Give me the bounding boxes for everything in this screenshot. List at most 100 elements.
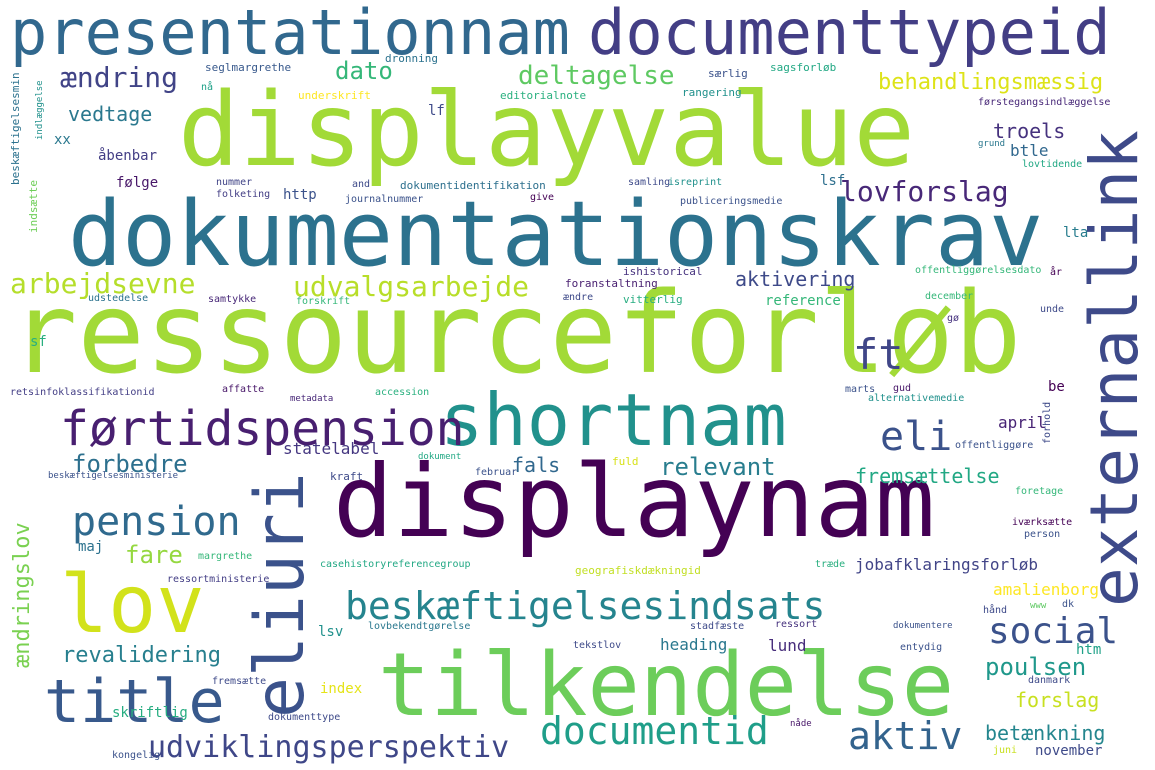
word-98: unde xyxy=(1040,304,1065,315)
word-119: geografiskdækningid xyxy=(575,564,701,577)
word-99: december xyxy=(925,291,974,302)
word-129: entydig xyxy=(900,642,943,653)
word-68: indlæggelse xyxy=(35,80,45,140)
word-63: sf xyxy=(30,334,47,350)
word-13: beskæftigelsesindsats xyxy=(345,584,826,628)
word-64: grund xyxy=(978,139,1006,149)
word-46: amalienborg xyxy=(993,580,1099,599)
word-34: fare xyxy=(125,541,183,569)
word-24: deltagelse xyxy=(518,61,675,91)
word-29: troels xyxy=(993,119,1066,143)
word-90: ishistorical xyxy=(623,265,703,278)
word-14: documentid xyxy=(540,709,769,753)
word-10: lov xyxy=(60,558,205,651)
word-22: arbejdsevne xyxy=(10,267,196,300)
word-65: forhold xyxy=(1042,401,1053,444)
word-92: udstedelse xyxy=(88,293,149,304)
word-52: november xyxy=(1035,743,1103,759)
word-77: rangering xyxy=(682,86,742,99)
word-43: statelabel xyxy=(283,439,380,458)
word-40: ændringslov xyxy=(10,522,35,668)
word-41: aktivering xyxy=(735,267,856,291)
word-25: behandlingsmæssig xyxy=(878,70,1104,95)
word-17: social xyxy=(988,611,1119,652)
word-1: displayvalue xyxy=(178,71,915,190)
word-59: xx xyxy=(54,132,71,148)
word-39: betænkning xyxy=(985,721,1106,745)
word-107: alternativemedie xyxy=(868,393,965,404)
word-76: editorialnote xyxy=(500,89,587,102)
word-88: lovtidende xyxy=(1022,159,1083,170)
word-86: isreprint xyxy=(668,177,723,188)
word-134: kongelig xyxy=(112,750,161,761)
word-114: iværksætte xyxy=(1012,517,1073,528)
word-50: index xyxy=(320,681,363,697)
word-23: udvalgsarbejde xyxy=(293,270,530,303)
word-131: fremsætte xyxy=(212,676,267,687)
word-26: ændring xyxy=(60,61,179,94)
word-72: særlig xyxy=(708,67,748,80)
word-74: nå xyxy=(201,82,214,93)
word-32: relevant xyxy=(660,453,776,481)
word-124: dokumentere xyxy=(893,621,953,631)
word-112: februar xyxy=(475,467,518,478)
word-60: be xyxy=(1048,379,1065,395)
word-20: ft xyxy=(853,330,904,379)
word-42: reference xyxy=(765,293,841,309)
word-133: nåde xyxy=(790,719,812,729)
word-118: casehistoryreferencegroup xyxy=(320,559,471,570)
word-0: ressourceforløb xyxy=(10,269,1022,399)
word-135: juni xyxy=(993,745,1018,756)
word-80: folketing xyxy=(216,189,271,200)
word-31: forbedre xyxy=(72,450,188,478)
word-89: år xyxy=(1050,267,1063,278)
word-75: underskrift xyxy=(298,89,371,102)
word-101: retsinfoklassifikationid xyxy=(10,387,155,398)
word-121: lovbekendtgørelse xyxy=(368,621,471,632)
word-130: danmark xyxy=(1028,675,1071,686)
word-127: dk xyxy=(1062,599,1075,610)
word-96: vitterlig xyxy=(623,293,683,306)
word-2: dokumentationskrav xyxy=(68,182,1044,287)
word-82: journalnummer xyxy=(345,194,424,205)
word-91: foranstaltning xyxy=(565,277,658,290)
word-55: følge xyxy=(116,175,159,191)
word-44: april xyxy=(998,413,1047,432)
word-120: træde xyxy=(815,559,846,570)
word-48: lund xyxy=(768,636,807,655)
word-85: samling xyxy=(628,177,671,188)
word-111: kraft xyxy=(330,470,364,483)
word-87: publiceringsmedie xyxy=(680,196,783,207)
word-70: seglmargrethe xyxy=(205,61,292,74)
word-56: http xyxy=(283,187,317,203)
word-81: and xyxy=(352,179,371,190)
word-28: vedtage xyxy=(68,102,153,126)
word-113: foretage xyxy=(1015,486,1064,497)
word-126: www xyxy=(1030,601,1047,611)
word-116: margrethe xyxy=(198,551,253,562)
word-69: beskæftigelsesministerie xyxy=(48,471,179,481)
word-104: accession xyxy=(375,387,430,398)
word-6: tilkendelse xyxy=(378,634,955,736)
word-122: stadfæste xyxy=(690,621,745,632)
word-105: marts xyxy=(845,384,876,395)
word-35: fals xyxy=(512,453,561,477)
word-57: lf xyxy=(428,103,445,119)
word-54: lsf xyxy=(820,173,846,189)
word-58: åbenbar xyxy=(98,148,158,164)
word-38: forslag xyxy=(1015,688,1100,712)
word-37: poulsen xyxy=(985,653,1087,681)
word-53: skriftlig xyxy=(112,705,188,721)
word-115: person xyxy=(1024,529,1061,540)
word-67: indsætte xyxy=(27,180,40,233)
word-4: documenttypeid xyxy=(588,0,1111,69)
word-30: btle xyxy=(1010,141,1049,160)
word-36: revalidering xyxy=(62,643,221,668)
word-45: jobafklaringsforløb xyxy=(855,555,1039,574)
word-79: nummer xyxy=(216,177,253,188)
word-73: sagsforløb xyxy=(770,61,837,74)
word-103: metadata xyxy=(290,394,334,404)
word-8: externallink xyxy=(1076,130,1153,607)
word-110: fuld xyxy=(612,455,639,468)
word-123: ressort xyxy=(775,619,818,630)
